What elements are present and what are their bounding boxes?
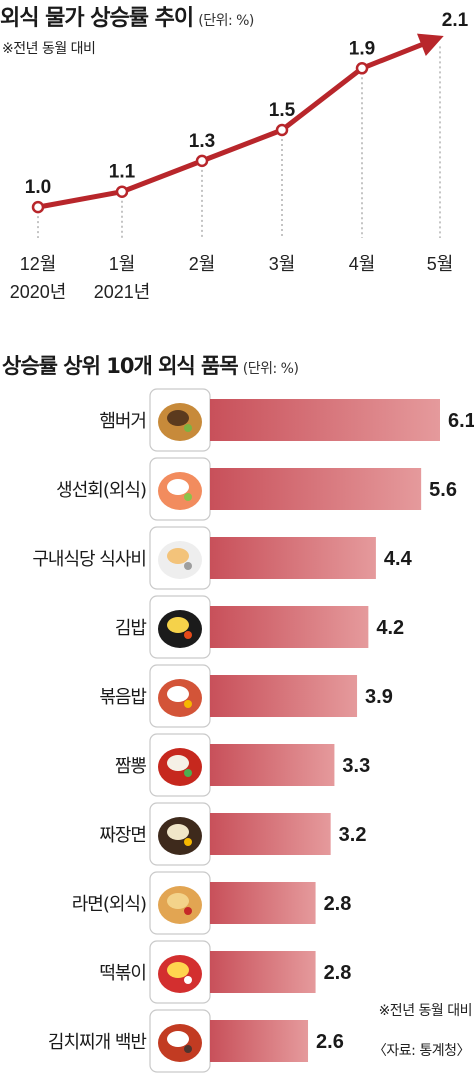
x-tick-label-5-0: 5월	[427, 254, 454, 274]
icon-food-8	[167, 962, 189, 978]
sashimi-icon	[149, 457, 211, 521]
hamburger-icon	[149, 388, 211, 452]
bar-value-label-2: 4.4	[384, 548, 413, 570]
kimchi-stew-icon	[149, 1009, 211, 1073]
series-arrowhead	[416, 33, 444, 56]
data-point-0	[31, 200, 45, 214]
bar-chart-title: 상승률 상위 10개 외식 품목	[2, 354, 239, 378]
bar-5	[210, 744, 335, 786]
category-label-9: 김치찌개 백반	[48, 1032, 147, 1053]
series-line	[35, 42, 424, 210]
jjamppong-icon	[149, 733, 211, 797]
icon-garnish-3	[184, 631, 192, 639]
icon-food-4	[167, 686, 189, 702]
bar-value-label-1: 5.6	[429, 479, 457, 501]
bar-2	[210, 537, 376, 579]
bar-1	[210, 468, 422, 510]
cafeteria-tray-icon	[149, 526, 211, 590]
icon-garnish-4	[184, 700, 192, 708]
icon-food-7	[167, 893, 189, 909]
icon-food-6	[167, 824, 189, 840]
icon-food-3	[167, 617, 189, 633]
category-label-2: 구내식당 식사비	[32, 549, 146, 570]
data-label-3: 1.5	[269, 100, 296, 121]
icon-food-9	[167, 1031, 189, 1047]
icon-food-0	[167, 410, 189, 426]
bar-8	[210, 951, 316, 993]
line-chart-title-row: 외식 물가 상승률 추이 (단위: %)	[0, 0, 254, 32]
category-label-3: 김밥	[115, 618, 147, 639]
data-point-3	[275, 123, 289, 137]
icon-food-5	[167, 755, 189, 771]
bar-0	[210, 399, 440, 441]
x-tick-label-3-0: 3월	[269, 254, 296, 274]
icon-garnish-7	[184, 907, 192, 915]
bar-chart: 햄버거 6.1 생선회(외식) 5.6 구내식당 식사비 4.4 김밥 4.2 볶음밥 3.9 짬뽕…	[32, 388, 474, 1073]
gimbap-icon	[149, 595, 211, 659]
line-chart-title: 외식 물가 상승률 추이	[0, 6, 194, 31]
bar-3	[210, 606, 369, 648]
line-chart-unit: (단위: %)	[198, 13, 254, 29]
icon-food-1	[167, 479, 189, 495]
bar-6	[210, 813, 331, 855]
ramen-icon	[149, 871, 211, 935]
category-label-0: 햄버거	[99, 411, 146, 432]
bar-7	[210, 882, 316, 924]
icon-garnish-0	[184, 424, 192, 432]
icon-garnish-5	[184, 769, 192, 777]
category-label-6: 짜장면	[99, 825, 146, 846]
data-point-2	[195, 154, 209, 168]
bar-value-label-9: 2.6	[316, 1031, 344, 1053]
icon-garnish-6	[184, 838, 192, 846]
bar-value-label-4: 3.9	[365, 686, 393, 708]
x-tick-label-1-0: 1월	[109, 254, 136, 274]
jjajangmyeon-icon	[149, 802, 211, 866]
icon-garnish-9	[184, 1045, 192, 1053]
bar-value-label-8: 2.8	[324, 962, 352, 984]
category-label-1: 생선회(외식)	[56, 480, 146, 501]
icon-food-2	[167, 548, 189, 564]
category-label-7: 라면(외식)	[72, 894, 146, 915]
footer-note: ※전년 동월 대비	[378, 1003, 473, 1019]
bar-4	[210, 675, 358, 717]
bar-chart-title-row: 상승률 상위 10개 외식 품목 (단위: %)	[2, 350, 299, 380]
bar-value-label-3: 4.2	[376, 617, 404, 639]
bar-9	[210, 1020, 309, 1062]
tteokbokki-icon	[149, 940, 211, 1004]
footer-source: 〈자료: 통계청〉	[372, 1043, 471, 1059]
x-tick-label-2-0: 2월	[189, 254, 216, 274]
icon-garnish-8	[184, 976, 192, 984]
fried-rice-icon	[149, 664, 211, 728]
bar-value-label-0: 6.1	[448, 410, 474, 432]
icon-garnish-1	[184, 493, 192, 501]
data-label-2: 1.3	[189, 131, 215, 152]
data-label-0: 1.0	[25, 177, 51, 198]
category-label-5: 짬뽕	[115, 756, 147, 777]
bar-value-label-5: 3.3	[342, 755, 370, 777]
bar-value-label-7: 2.8	[324, 893, 352, 915]
line-chart-note: ※전년 동월 대비	[2, 41, 96, 57]
bar-value-label-6: 3.2	[339, 824, 367, 846]
category-label-8: 떡볶이	[99, 963, 146, 984]
x-tick-label-4-0: 4월	[349, 254, 376, 274]
bar-chart-unit: (단위: %)	[242, 361, 299, 377]
data-point-1	[115, 185, 129, 198]
x-tick-label-0-1: 2020년	[10, 282, 67, 302]
line-chart: 1.0 1.1 1.3 1.5 1.9 2.1 12월 2020년 1월 2021년 2월 3월 4월 5…	[10, 10, 469, 302]
data-label-5: 2.1	[442, 10, 469, 31]
x-tick-label-1-1: 2021년	[94, 282, 151, 302]
icon-garnish-2	[184, 562, 192, 570]
data-point-4	[355, 62, 369, 75]
data-label-1: 1.1	[109, 162, 136, 183]
data-label-4: 1.9	[349, 38, 375, 59]
x-tick-label-0-0: 12월	[20, 254, 57, 274]
category-label-4: 볶음밥	[99, 687, 146, 708]
